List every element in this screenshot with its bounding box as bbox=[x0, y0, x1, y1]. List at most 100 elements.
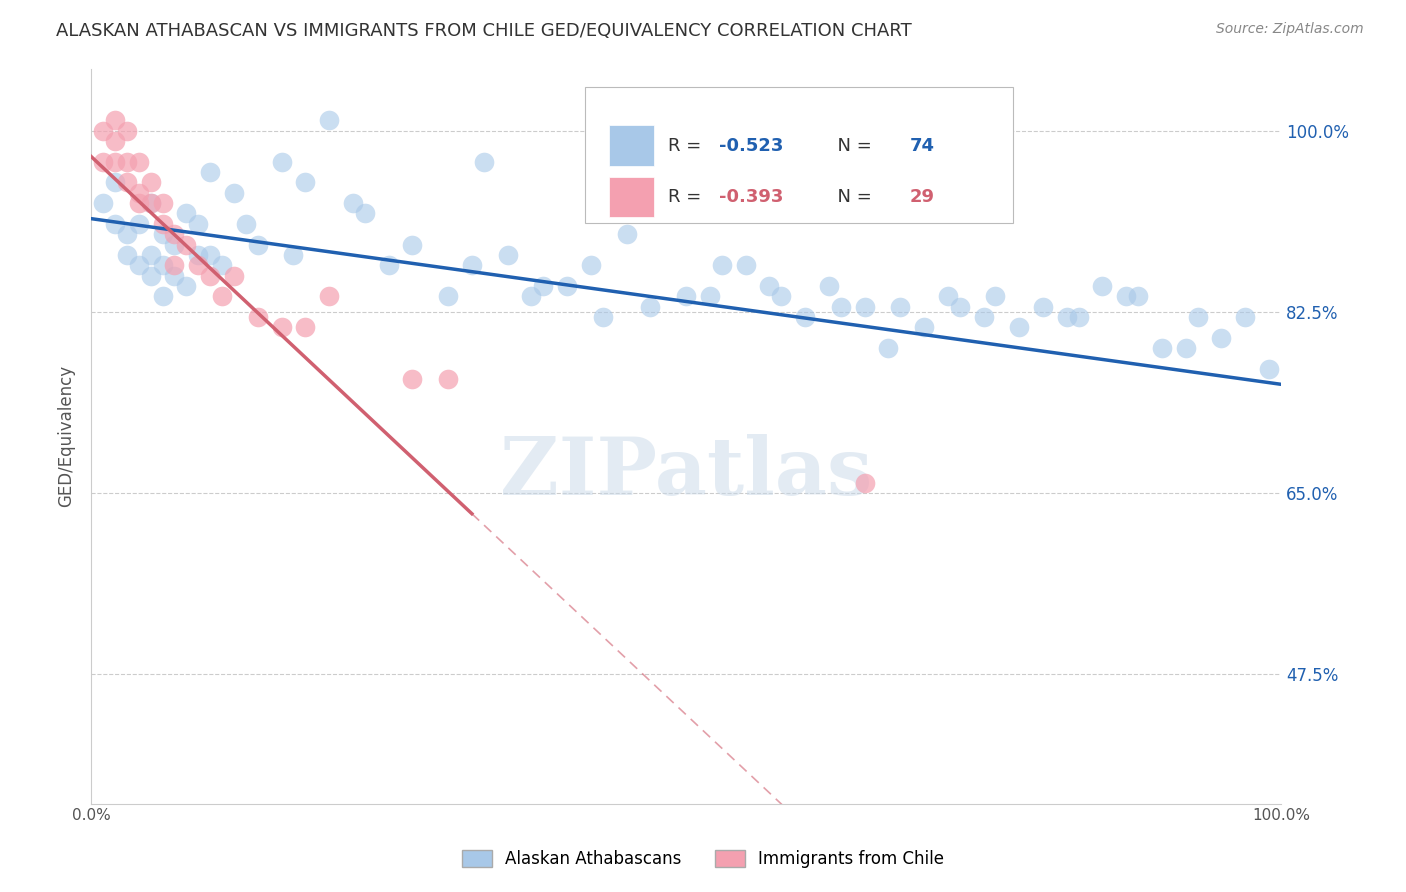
Point bbox=[889, 300, 911, 314]
Text: -0.523: -0.523 bbox=[720, 136, 783, 154]
Point bbox=[128, 217, 150, 231]
Point bbox=[246, 237, 269, 252]
Point bbox=[472, 154, 495, 169]
Point bbox=[104, 113, 127, 128]
Point bbox=[1008, 320, 1031, 334]
Point bbox=[222, 268, 245, 283]
Point bbox=[176, 206, 198, 220]
Point bbox=[115, 154, 138, 169]
Point bbox=[496, 248, 519, 262]
Point bbox=[139, 196, 162, 211]
Text: -0.393: -0.393 bbox=[720, 188, 783, 206]
Point bbox=[294, 175, 316, 189]
Point bbox=[1032, 300, 1054, 314]
Point bbox=[139, 268, 162, 283]
Text: N =: N = bbox=[827, 188, 877, 206]
Point bbox=[699, 289, 721, 303]
Text: N =: N = bbox=[827, 136, 877, 154]
Point bbox=[283, 248, 305, 262]
Point bbox=[235, 217, 257, 231]
Point bbox=[91, 123, 114, 137]
Text: Source: ZipAtlas.com: Source: ZipAtlas.com bbox=[1216, 22, 1364, 37]
Point bbox=[187, 258, 209, 272]
Point bbox=[211, 289, 233, 303]
Point bbox=[152, 258, 174, 272]
Point bbox=[1258, 361, 1281, 376]
Point bbox=[115, 248, 138, 262]
Text: ZIPatlas: ZIPatlas bbox=[501, 434, 872, 512]
Point bbox=[401, 237, 423, 252]
Point bbox=[139, 196, 162, 211]
Point bbox=[579, 258, 602, 272]
Point bbox=[176, 279, 198, 293]
Point bbox=[246, 310, 269, 324]
Point bbox=[115, 227, 138, 242]
Point bbox=[318, 289, 340, 303]
Point bbox=[973, 310, 995, 324]
Point bbox=[461, 258, 484, 272]
Point bbox=[437, 372, 460, 386]
Point bbox=[520, 289, 543, 303]
Point bbox=[877, 341, 900, 355]
Point bbox=[163, 237, 186, 252]
Point bbox=[936, 289, 959, 303]
Point bbox=[91, 154, 114, 169]
Point bbox=[115, 123, 138, 137]
Text: R =: R = bbox=[668, 136, 707, 154]
Point bbox=[139, 248, 162, 262]
Text: ALASKAN ATHABASCAN VS IMMIGRANTS FROM CHILE GED/EQUIVALENCY CORRELATION CHART: ALASKAN ATHABASCAN VS IMMIGRANTS FROM CH… bbox=[56, 22, 912, 40]
Point bbox=[912, 320, 935, 334]
Point bbox=[104, 134, 127, 148]
FancyBboxPatch shape bbox=[609, 126, 654, 166]
Point bbox=[531, 279, 554, 293]
Point bbox=[853, 300, 876, 314]
Y-axis label: GED/Equivalency: GED/Equivalency bbox=[58, 365, 75, 508]
Point bbox=[437, 289, 460, 303]
Point bbox=[710, 258, 733, 272]
Point bbox=[1115, 289, 1137, 303]
Point bbox=[104, 217, 127, 231]
Point bbox=[270, 154, 292, 169]
Point bbox=[187, 217, 209, 231]
Point bbox=[1187, 310, 1209, 324]
Point bbox=[187, 248, 209, 262]
Point bbox=[1174, 341, 1197, 355]
Point bbox=[758, 279, 780, 293]
Point bbox=[115, 175, 138, 189]
Point bbox=[318, 113, 340, 128]
Point bbox=[163, 227, 186, 242]
Point bbox=[401, 372, 423, 386]
Point bbox=[104, 154, 127, 169]
Point bbox=[128, 258, 150, 272]
Point bbox=[555, 279, 578, 293]
Point bbox=[770, 289, 793, 303]
Point bbox=[817, 279, 839, 293]
Point bbox=[198, 248, 221, 262]
Point bbox=[984, 289, 1007, 303]
Point bbox=[1067, 310, 1090, 324]
Point bbox=[211, 258, 233, 272]
Point bbox=[949, 300, 972, 314]
Point bbox=[853, 475, 876, 490]
Point bbox=[1091, 279, 1114, 293]
Point bbox=[198, 165, 221, 179]
Point bbox=[222, 186, 245, 200]
Point bbox=[128, 196, 150, 211]
Point bbox=[592, 310, 614, 324]
Point bbox=[176, 237, 198, 252]
Point bbox=[1211, 331, 1233, 345]
Point bbox=[640, 300, 662, 314]
Point bbox=[152, 227, 174, 242]
Point bbox=[152, 289, 174, 303]
Point bbox=[353, 206, 375, 220]
Point bbox=[163, 268, 186, 283]
Text: R =: R = bbox=[668, 188, 707, 206]
Point bbox=[794, 310, 817, 324]
Point bbox=[1056, 310, 1078, 324]
FancyBboxPatch shape bbox=[609, 177, 654, 218]
Point bbox=[734, 258, 756, 272]
Point bbox=[1234, 310, 1257, 324]
Point bbox=[128, 154, 150, 169]
Point bbox=[152, 217, 174, 231]
Point bbox=[294, 320, 316, 334]
